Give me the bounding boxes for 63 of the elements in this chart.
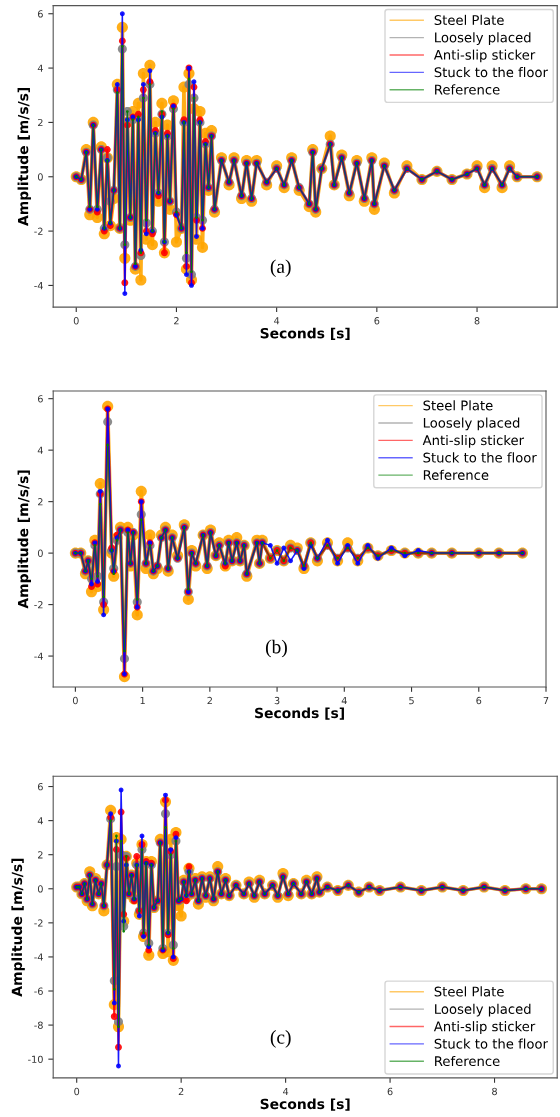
y-tick-label: -10 <box>28 1055 43 1063</box>
y-tick-label: 4 <box>37 817 43 825</box>
x-axis-title: Seconds [s] <box>255 707 344 720</box>
legend-label: Loosely placed <box>423 417 520 431</box>
y-tick-label: 0 <box>37 173 43 181</box>
y-tick-label: 2 <box>38 498 43 506</box>
x-tick-label: 6 <box>387 1087 393 1096</box>
x-tick-label: 5 <box>409 696 414 705</box>
x-tick-label: 3 <box>274 696 280 705</box>
y-tick-label: -4 <box>34 953 43 961</box>
y-axis-title: Amplitude [m/s/s] <box>17 470 32 609</box>
x-tick-label: 2 <box>174 317 179 325</box>
legend-label: Stuck to the floor <box>423 452 537 463</box>
x-tick-label: 8 <box>474 317 480 325</box>
legend-label: Stuck to the floor <box>434 1038 548 1049</box>
y-tick-label: -4 <box>34 652 43 660</box>
y-tick-label: 6 <box>37 395 43 403</box>
y-axis-title: Amplitude [m/s/s] <box>11 858 25 997</box>
legend-label: Steel Plate <box>434 986 504 997</box>
legend-label: Reference <box>435 1055 500 1067</box>
y-tick-label: 6 <box>37 10 43 18</box>
y-tick-label: 0 <box>37 885 43 893</box>
x-tick-label: 6 <box>374 317 380 325</box>
x-tick-label: 0 <box>74 1087 80 1096</box>
x-tick-label: 2 <box>207 696 212 705</box>
legend-label: Steel Plate <box>423 400 493 411</box>
y-tick-label: 4 <box>37 64 43 72</box>
x-tick-label: 4 <box>283 1087 289 1096</box>
x-tick-label: 6 <box>476 696 482 705</box>
y-axis-title: Amplitude [m/s/s] <box>17 87 32 226</box>
y-tick-label: 6 <box>37 783 43 791</box>
legend-label: Steel Plate <box>434 14 504 26</box>
y-tick-label: -4 <box>34 282 43 290</box>
x-tick-label: 1 <box>140 696 145 705</box>
y-tick-label: -6 <box>34 987 43 995</box>
y-tick-label: 4 <box>37 446 43 454</box>
x-tick-label: 0 <box>73 317 79 325</box>
y-tick-label: -2 <box>34 601 43 609</box>
x-tick-label: 7 <box>543 696 549 705</box>
legend-label: Reference <box>435 84 500 95</box>
x-tick-label: 2 <box>178 1087 184 1096</box>
y-tick-label: -8 <box>34 1021 43 1029</box>
legend-label: Loosely placed <box>435 32 531 45</box>
x-tick-label: 8 <box>492 1087 497 1096</box>
y-tick-label: -2 <box>34 919 43 927</box>
legend-label: Stuck to the floor <box>434 66 548 78</box>
x-axis-title: Seconds [s] <box>260 327 350 341</box>
legend-label: Anti-slip sticker <box>422 434 525 448</box>
x-tick-label: 0 <box>72 696 78 705</box>
y-tick-label: 0 <box>37 549 43 557</box>
annotation: (b) <box>265 639 287 658</box>
legend-label: Anti-slip sticker <box>433 1021 536 1034</box>
legend-label: Reference <box>423 469 489 480</box>
annotation: (c) <box>270 1030 291 1048</box>
y-tick-label: -2 <box>34 227 43 235</box>
y-tick-label: 2 <box>38 118 43 127</box>
x-tick-label: 4 <box>341 696 347 705</box>
x-tick-label: 4 <box>274 317 280 325</box>
legend-label: Anti-slip sticker <box>433 49 536 63</box>
y-tick-label: 2 <box>38 851 43 859</box>
legend-label: Loosely placed <box>435 1003 531 1017</box>
annotation: (a) <box>270 259 291 278</box>
x-axis-title: Seconds [s] <box>260 1098 350 1111</box>
